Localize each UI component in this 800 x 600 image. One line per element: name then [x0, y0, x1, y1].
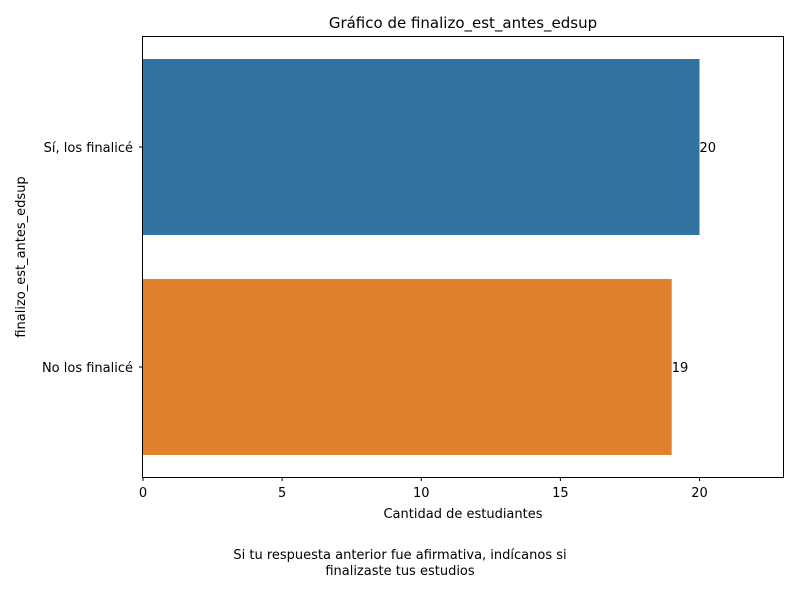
chart-title: Gráfico de finalizo_est_antes_edsup — [329, 14, 597, 33]
y-axis-ticks: Sí, los finalicé No los finalicé — [42, 141, 143, 376]
bar-0 — [143, 59, 700, 235]
y-tick-label-0: Sí, los finalicé — [44, 141, 133, 156]
bar-1 — [143, 279, 672, 455]
y-tick-label-1: No los finalicé — [42, 361, 133, 376]
caption-line-1: Si tu respuesta anterior fue afirmativa,… — [233, 548, 567, 563]
x-tick-label-1: 5 — [278, 486, 286, 501]
bars-group — [143, 59, 700, 455]
data-label-1: 19 — [672, 361, 689, 376]
x-tick-label-2: 10 — [413, 486, 430, 501]
x-axis-label: Cantidad de estudiantes — [383, 507, 542, 522]
x-axis-ticks: 0 5 10 15 20 — [139, 477, 708, 501]
caption: Si tu respuesta anterior fue afirmativa,… — [0, 548, 800, 580]
caption-line-2: finalizaste tus estudios — [325, 564, 475, 579]
plot-frame — [142, 36, 784, 478]
x-tick-label-3: 15 — [552, 486, 569, 501]
x-tick-label-4: 20 — [691, 486, 708, 501]
data-label-0: 20 — [700, 141, 717, 156]
x-tick-label-0: 0 — [139, 486, 147, 501]
y-axis-label: finalizo_est_antes_edsup — [14, 176, 29, 337]
